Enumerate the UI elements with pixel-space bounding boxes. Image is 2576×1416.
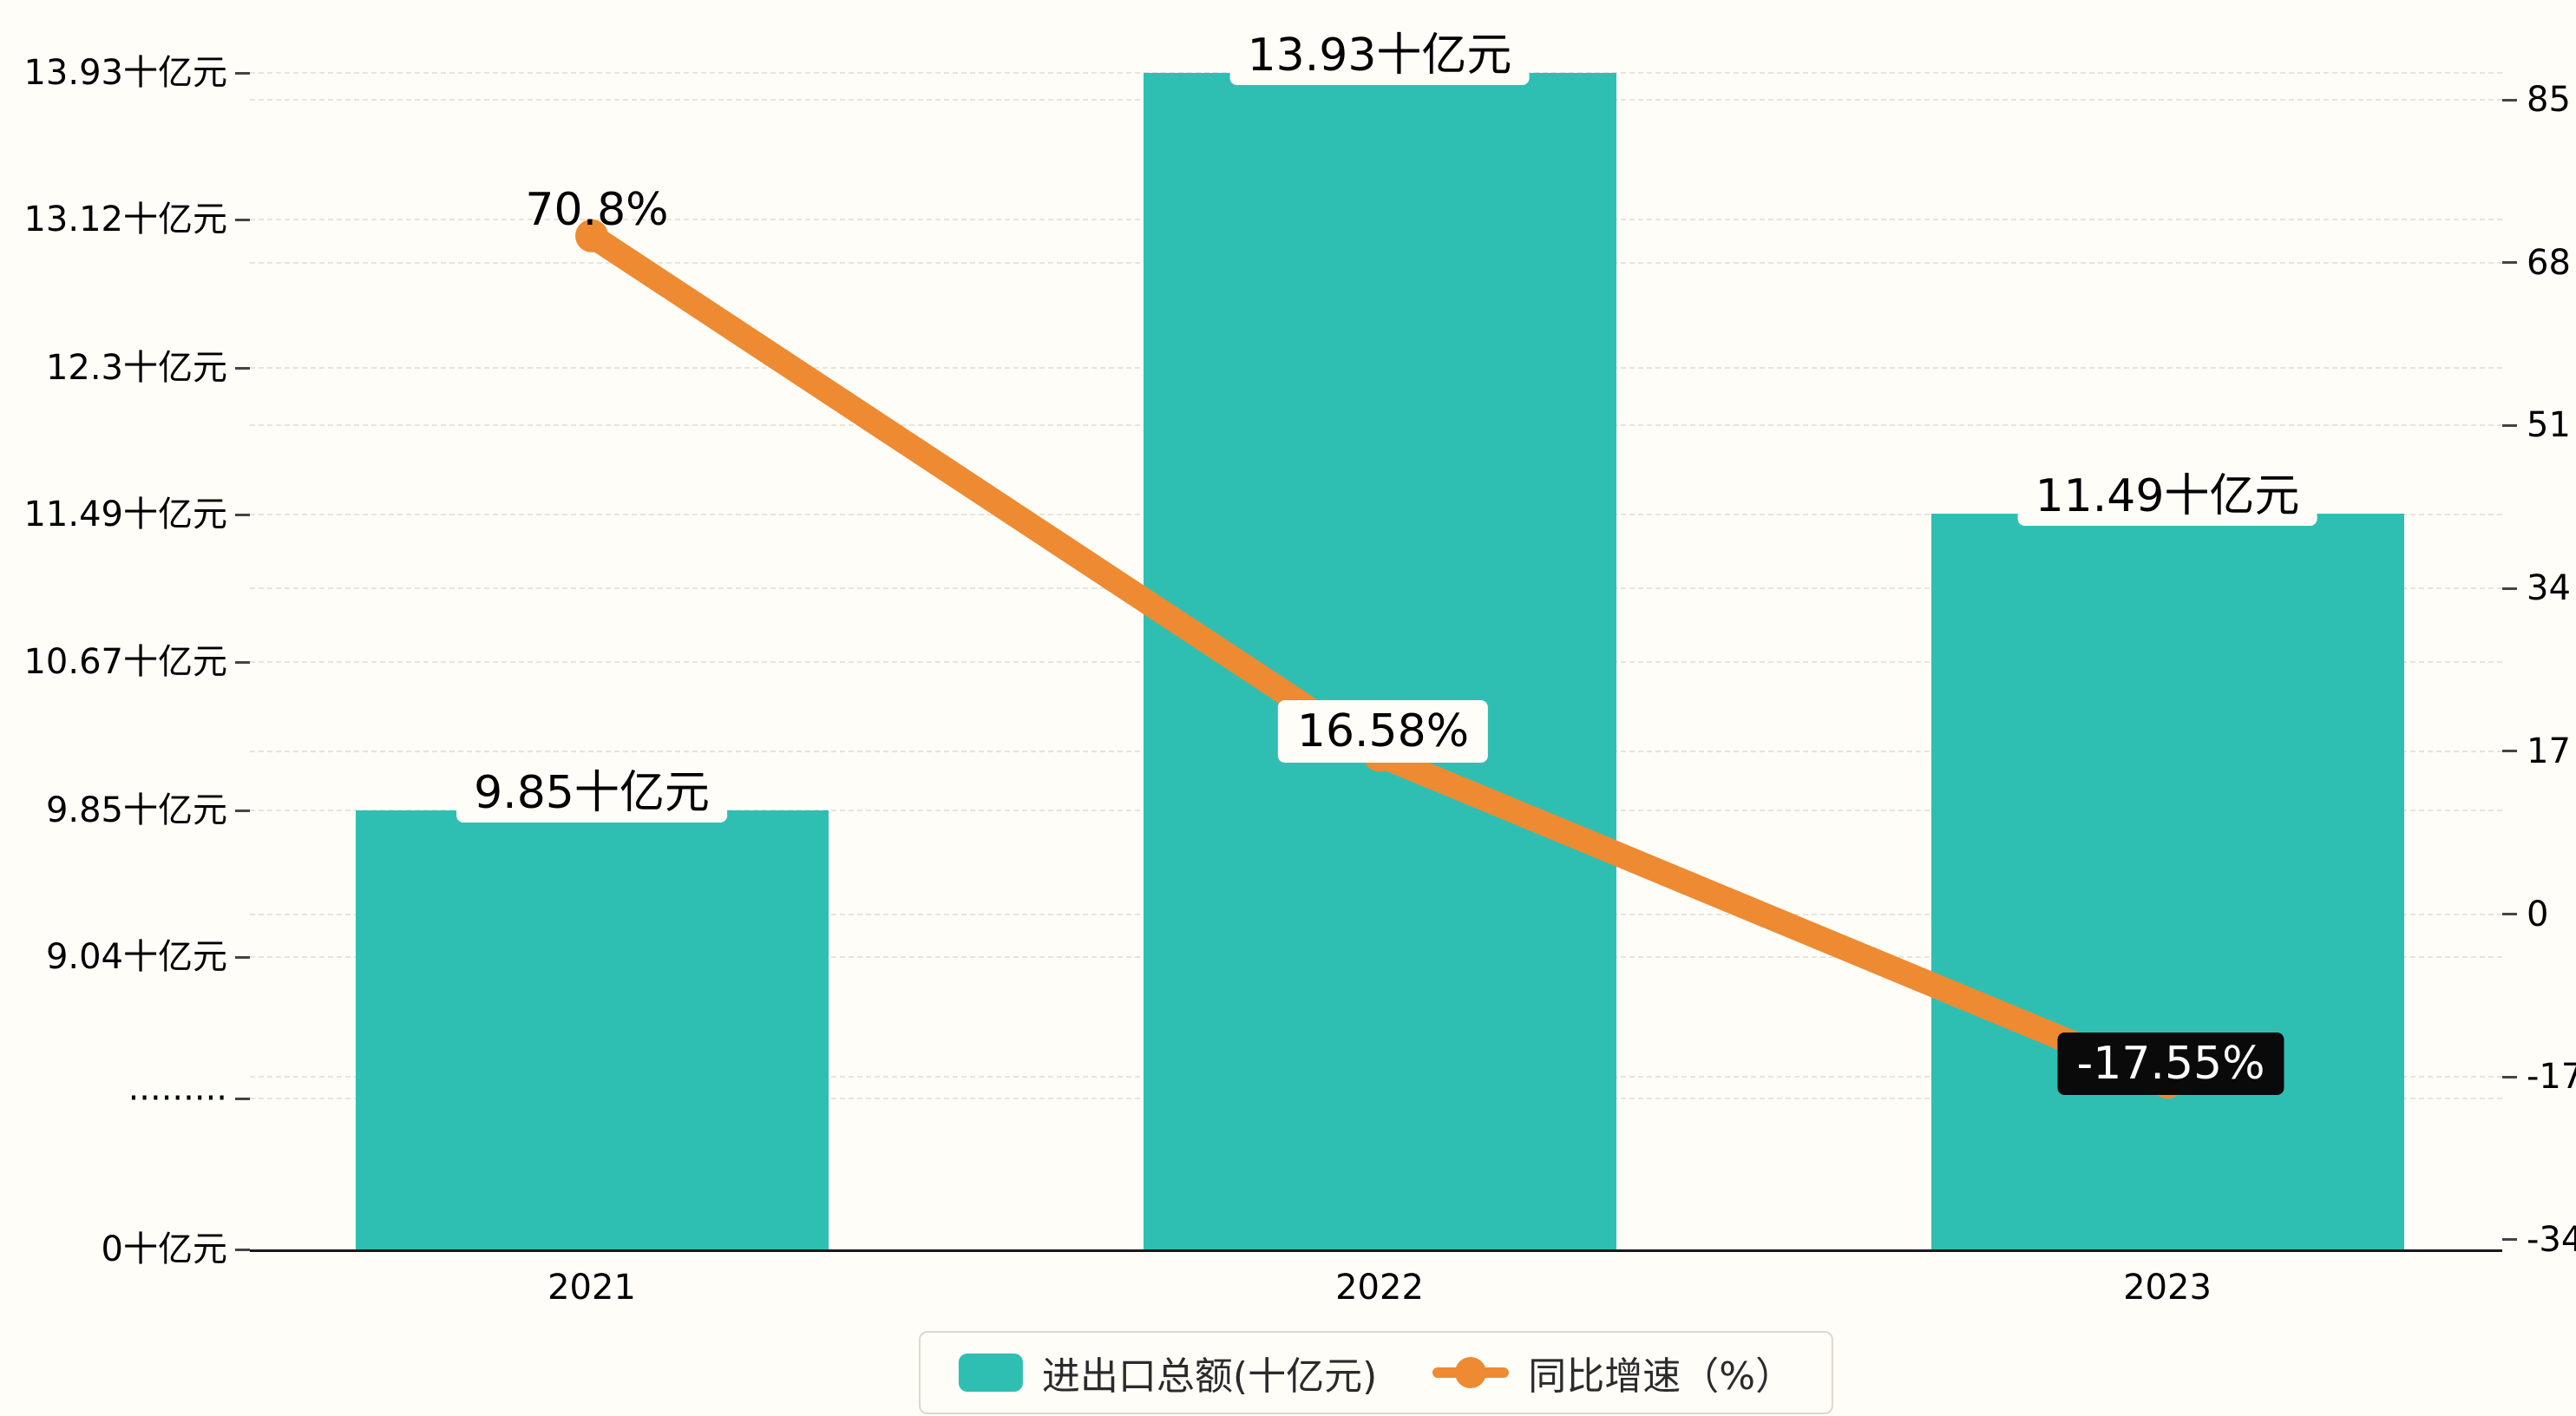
right-axis-label-0: 85 (2527, 80, 2571, 120)
line-series-marker-icon (1432, 1357, 1510, 1388)
bar-value-label-2022: 13.93十亿元 (1229, 26, 1530, 86)
right-axis-label-6: -17 (2527, 1057, 2576, 1098)
bar-2023[interactable] (1930, 514, 2404, 1249)
left-axis-label-7: ········· (128, 1078, 227, 1118)
left-axis-tick-1 (235, 218, 250, 221)
bar-value-label-2023: 11.49十亿元 (2017, 467, 2317, 527)
right-axis-tick-3 (2502, 587, 2517, 590)
legend: 进出口总额(十亿元) 同比增速（%） (918, 1331, 1834, 1414)
left-axis-tick-2 (235, 366, 250, 370)
left-axis-label-2: 12.3十亿元 (45, 348, 227, 388)
x-axis-label-2023: 2023 (2123, 1268, 2212, 1308)
right-axis-tick-7 (2502, 1238, 2517, 1242)
line-value-label-2021: 70.8% (525, 183, 669, 236)
line-value-label-2023: -17.55% (2057, 1032, 2284, 1096)
bar-2021[interactable] (355, 810, 829, 1249)
left-axis-label-4: 10.67十亿元 (23, 642, 227, 682)
left-axis-label-1: 13.12十亿元 (23, 200, 227, 239)
right-axis-label-3: 34 (2527, 568, 2571, 609)
bar-series-swatch-icon (958, 1354, 1023, 1392)
left-axis-tick-4 (235, 660, 250, 664)
legend-item-line-series[interactable]: 同比增速（%） (1432, 1345, 1793, 1400)
bar-value-label-2021: 9.85十亿元 (456, 764, 727, 823)
legend-item-bar-series[interactable]: 进出口总额(十亿元) (958, 1345, 1378, 1400)
right-axis-tick-0 (2502, 98, 2517, 102)
left-axis-tick-7 (235, 1097, 250, 1100)
right-axis-label-5: 0 (2527, 894, 2549, 934)
right-axis-label-4: 17 (2527, 731, 2571, 771)
right-axis-tick-1 (2502, 261, 2517, 265)
x-axis-line (250, 1249, 2502, 1252)
right-axis-tick-2 (2502, 423, 2517, 427)
left-axis-tick-3 (235, 513, 250, 516)
right-axis-tick-5 (2502, 913, 2517, 915)
legend-label-line-series: 同比增速（%） (1528, 1354, 1794, 1399)
left-axis-label-3: 11.49十亿元 (23, 495, 227, 534)
bar-2022[interactable] (1143, 73, 1616, 1249)
line-series-dot-icon (1455, 1357, 1487, 1388)
x-axis-label-2021: 2021 (547, 1268, 636, 1308)
x-axis-label-2022: 2022 (1335, 1268, 1424, 1308)
right-axis-tick-6 (2502, 1075, 2517, 1078)
right-axis-tick-4 (2502, 750, 2517, 753)
left-axis-label-8: 0十亿元 (101, 1229, 227, 1269)
legend-label-bar-series: 进出口总额(十亿元) (1041, 1354, 1378, 1399)
left-axis-tick-8 (235, 1248, 250, 1251)
left-axis-label-0: 13.93十亿元 (23, 53, 227, 93)
left-axis-label-5: 9.85十亿元 (45, 790, 227, 830)
left-axis-tick-0 (235, 71, 250, 75)
right-axis-label-2: 51 (2527, 405, 2571, 446)
left-axis-label-6: 9.04十亿元 (45, 937, 227, 977)
right-axis-label-7: -34 (2527, 1219, 2576, 1260)
line-value-label-2022: 16.58% (1277, 700, 1489, 764)
right-axis-label-1: 68 (2527, 242, 2571, 283)
left-axis-tick-6 (235, 955, 250, 959)
left-axis-tick-5 (235, 809, 250, 812)
